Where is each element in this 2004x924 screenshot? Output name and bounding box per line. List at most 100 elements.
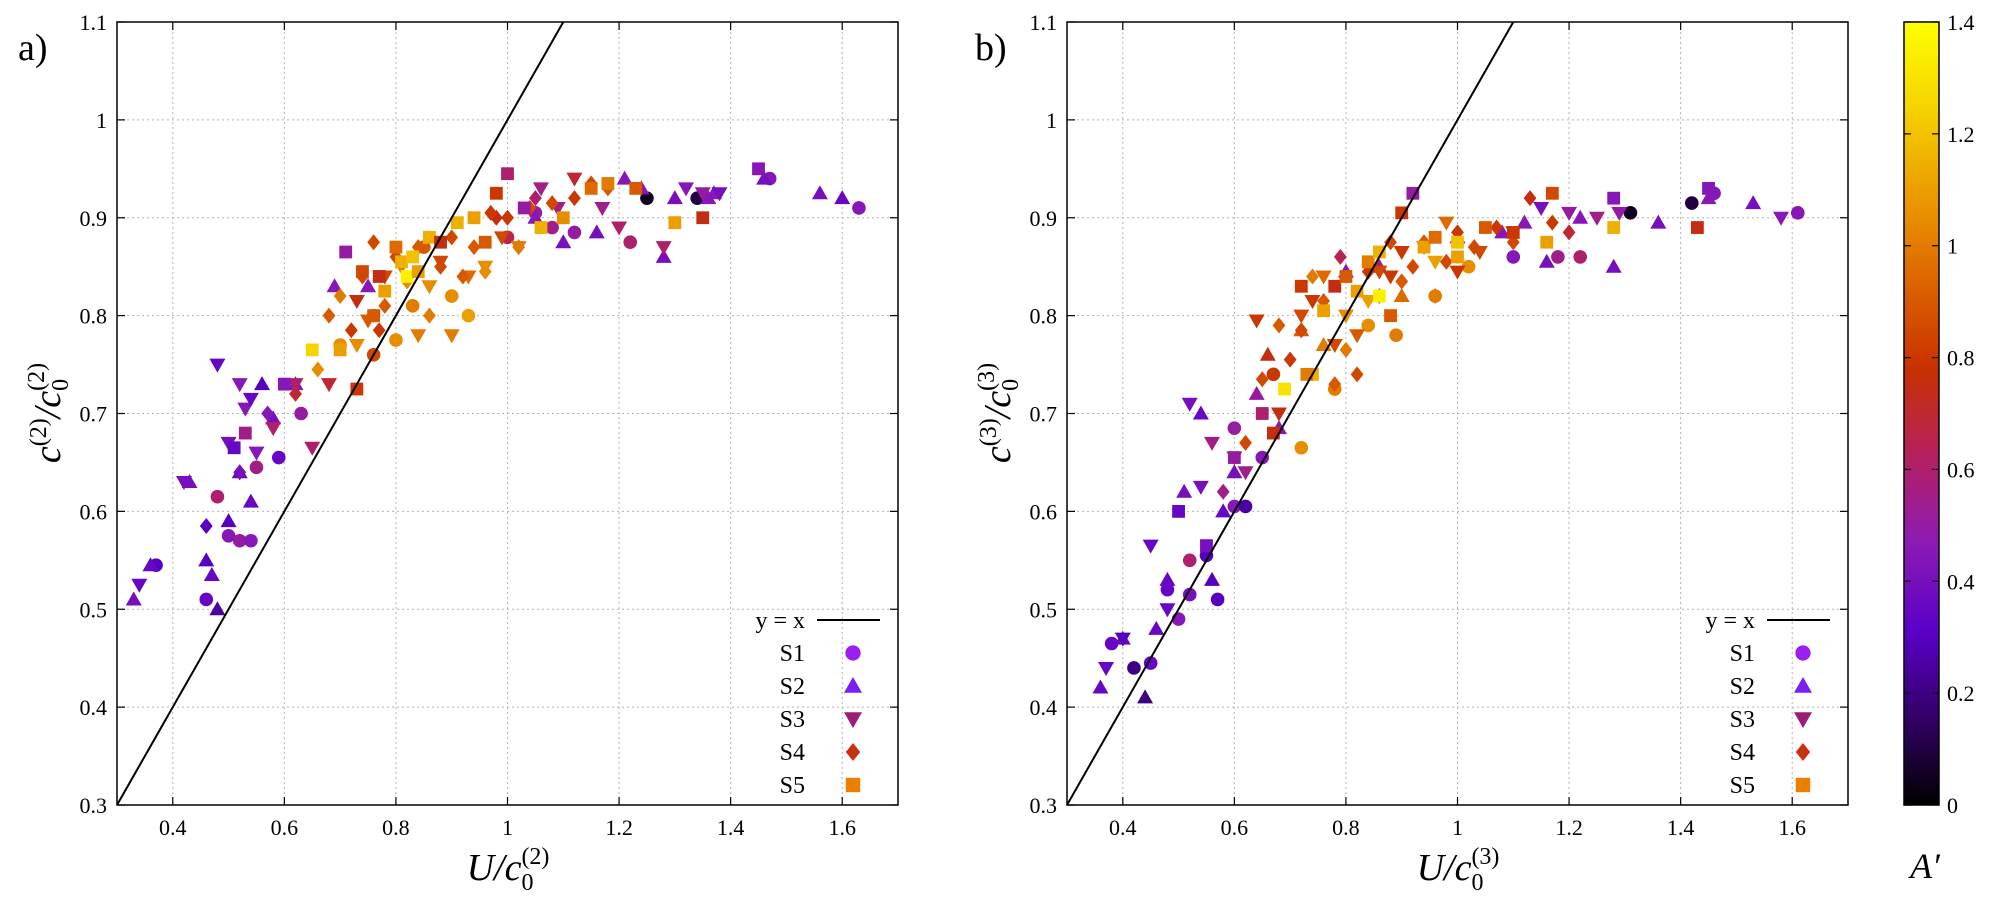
point-s5 xyxy=(238,426,252,440)
panel-b-ylabel-sub: 0 xyxy=(998,379,1024,391)
point-s5 xyxy=(1607,191,1621,205)
point-s5 xyxy=(356,265,369,278)
y-tick-label: 1.1 xyxy=(80,10,108,35)
point-s2 xyxy=(360,278,377,293)
panel-b-label: b) xyxy=(975,27,1007,69)
point-s3 xyxy=(443,329,460,344)
point-s3 xyxy=(1248,314,1265,329)
panel-a-ylabel-slash: /c xyxy=(27,391,69,421)
point-s4 xyxy=(333,288,347,305)
x-tick-label: 1.2 xyxy=(605,815,633,840)
point-s2 xyxy=(811,185,828,200)
colorbar-tick-label: 0 xyxy=(1947,793,1958,818)
point-s4 xyxy=(568,190,581,207)
point-s5 xyxy=(556,211,570,225)
point-s4 xyxy=(423,307,436,324)
point-s4 xyxy=(289,385,302,402)
point-s3 xyxy=(1098,661,1115,676)
legend-label: S2 xyxy=(780,674,805,700)
point-s1 xyxy=(852,201,866,215)
y-tick-label: 0.6 xyxy=(80,499,108,524)
panel-b-ylabel-slash: /c xyxy=(977,391,1019,421)
point-s4 xyxy=(1439,253,1453,270)
panel-b-legend: y = x S1 S2 S3 S4 S5 xyxy=(1705,608,1830,799)
point-s5 xyxy=(1255,407,1269,420)
panel-b-frame xyxy=(1066,21,1849,806)
point-s1 xyxy=(623,235,638,250)
legend-marker-triangle-down xyxy=(844,712,862,728)
y-tick-label: 1.1 xyxy=(1030,10,1058,35)
point-s1 xyxy=(1506,250,1521,264)
point-s5 xyxy=(1350,284,1364,298)
point-s3 xyxy=(1204,436,1221,451)
point-s3 xyxy=(1438,216,1455,231)
point-s3 xyxy=(265,422,282,437)
point-s2 xyxy=(220,513,237,528)
y-tick-label: 0.7 xyxy=(80,402,108,427)
y-tick-label: 0.7 xyxy=(1030,402,1058,427)
panel-b-ylabel-sup2: (3) xyxy=(974,363,1000,391)
point-s4 xyxy=(322,307,336,324)
point-s4 xyxy=(367,234,381,251)
point-s4 xyxy=(378,297,392,314)
point-s1 xyxy=(1266,367,1281,382)
y-tick-label: 0.4 xyxy=(1030,695,1058,720)
point-s5 xyxy=(372,270,386,283)
panel-a-legend: y = x S1 S2 S3 S4 S5 xyxy=(755,608,880,799)
point-s5 xyxy=(1294,279,1308,293)
point-s4 xyxy=(512,239,526,256)
legend-marker-square xyxy=(845,777,861,793)
point-s1 xyxy=(461,308,476,323)
point-s5 xyxy=(333,343,347,357)
point-s4 xyxy=(467,239,481,256)
point-s3 xyxy=(611,221,628,236)
point-s5 xyxy=(339,245,353,259)
legend-label: S5 xyxy=(780,773,805,799)
x-tick-label: 1.2 xyxy=(1555,815,1583,840)
legend-marker-square xyxy=(1795,777,1811,793)
point-s5 xyxy=(1395,206,1409,220)
panel-b-ylabel-sup1: (3) xyxy=(976,418,1002,446)
point-s1 xyxy=(1461,259,1476,274)
point-s4 xyxy=(1333,248,1347,265)
colorbar-gradient xyxy=(1903,21,1940,806)
panel-a-xlabel-sub: 0 xyxy=(521,870,533,896)
panel-b-points xyxy=(1092,181,1805,704)
point-s4 xyxy=(1467,239,1481,256)
point-s4 xyxy=(1283,351,1297,368)
point-s3 xyxy=(1270,407,1287,422)
point-s5 xyxy=(1339,270,1353,283)
colorbar: 0 0.2 0.4 0.6 0.8 1 1.2 1.4 A′ xyxy=(1903,10,1975,886)
point-s2 xyxy=(588,224,605,239)
y-tick-label: 1 xyxy=(96,108,107,133)
point-s1 xyxy=(1182,553,1197,568)
point-s2 xyxy=(834,190,851,205)
panel-a-label: a) xyxy=(18,27,48,69)
point-s3 xyxy=(1449,265,1466,280)
legend-marker-diamond xyxy=(845,743,861,761)
point-s5 xyxy=(1317,304,1331,318)
point-s1 xyxy=(1160,582,1175,597)
point-s5 xyxy=(1506,226,1520,239)
panel-a-ticks: 0.4 0.6 0.8 1 1.2 1.4 1.6 0.3 0.4 0.5 0.6 0.7 0.8 0.9… xyxy=(80,10,898,840)
x-tick-label: 0.6 xyxy=(271,815,299,840)
point-s5 xyxy=(601,177,615,190)
point-s5 xyxy=(1702,181,1715,195)
point-s5 xyxy=(478,235,492,249)
point-s2 xyxy=(1538,253,1555,268)
x-tick-label: 0.6 xyxy=(1221,815,1249,840)
point-s3 xyxy=(287,378,304,393)
y-tick-label: 0.8 xyxy=(1030,304,1058,329)
x-tick-label: 1.4 xyxy=(717,815,745,840)
panel-a-xlabel: U/c0(2) xyxy=(467,844,550,896)
point-s1 xyxy=(567,225,582,240)
panel-a-points xyxy=(125,162,866,616)
point-s4 xyxy=(1239,434,1252,451)
legend-label: S3 xyxy=(1730,707,1755,733)
point-s2 xyxy=(1259,346,1276,361)
point-s5 xyxy=(450,216,464,230)
point-s4 xyxy=(484,204,498,221)
y-tick-label: 0.3 xyxy=(1030,793,1058,818)
y-tick-label: 0.9 xyxy=(80,206,108,231)
point-s2 xyxy=(1215,503,1232,518)
